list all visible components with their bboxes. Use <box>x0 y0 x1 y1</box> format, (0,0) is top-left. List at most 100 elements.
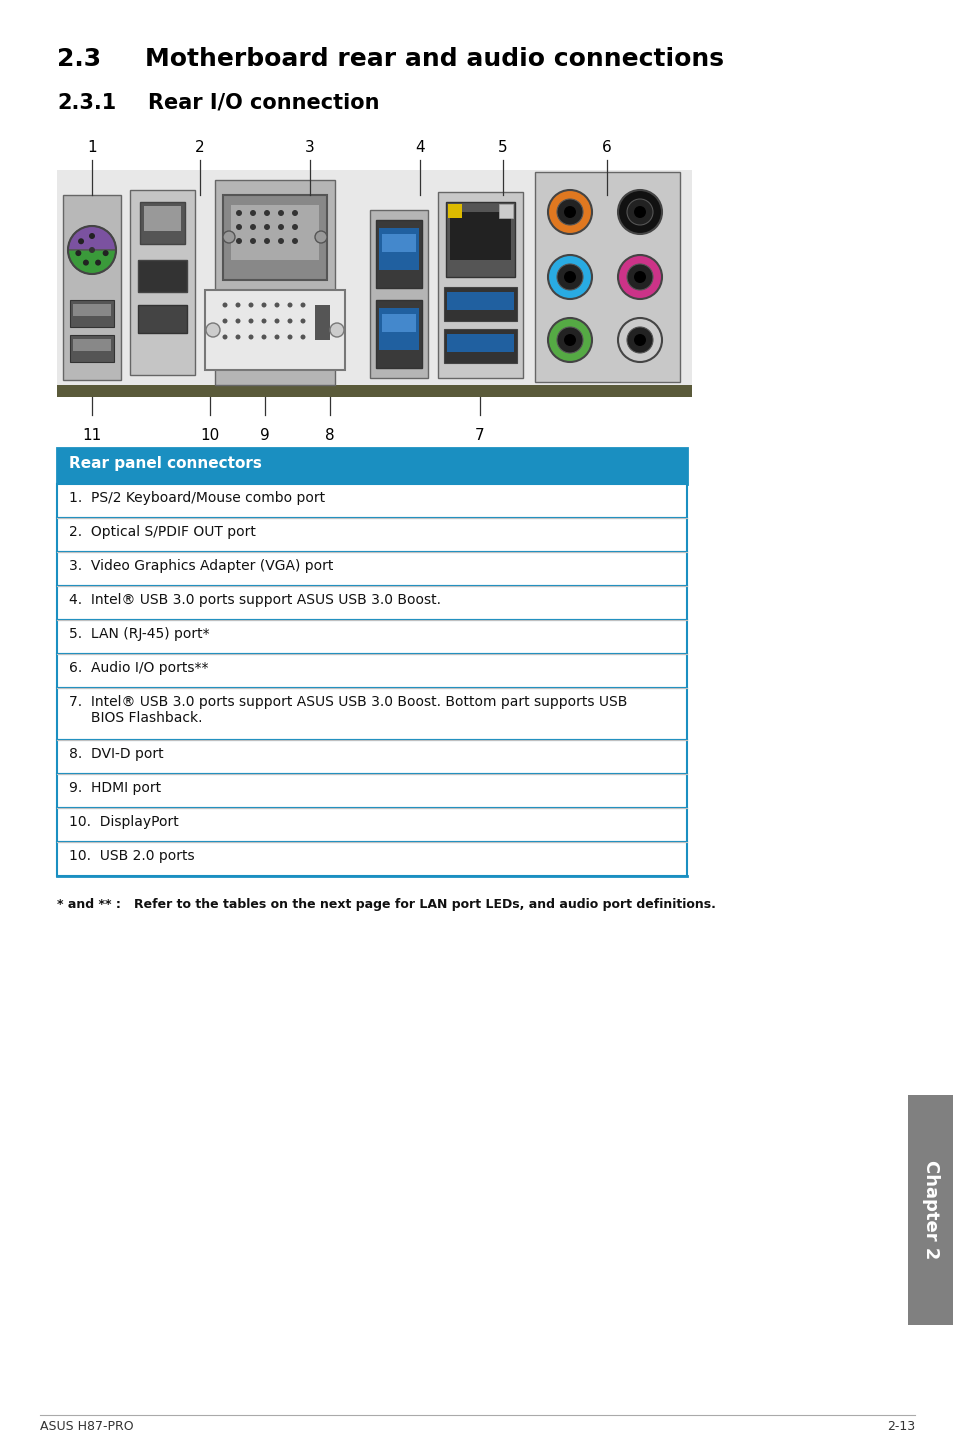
Text: Rear panel connectors: Rear panel connectors <box>69 456 262 472</box>
Bar <box>57 485 686 518</box>
Bar <box>447 334 514 352</box>
Circle shape <box>557 198 582 224</box>
Text: 5.  LAN (RJ-45) port*: 5. LAN (RJ-45) port* <box>69 627 210 641</box>
Text: Chapter 2: Chapter 2 <box>921 1160 939 1260</box>
Circle shape <box>292 239 297 244</box>
Circle shape <box>206 324 220 336</box>
Text: 2.  Optical S/PDIF OUT port: 2. Optical S/PDIF OUT port <box>69 525 255 539</box>
Bar <box>443 329 517 362</box>
Circle shape <box>274 335 279 339</box>
Bar <box>57 587 686 620</box>
Circle shape <box>264 239 270 244</box>
Circle shape <box>314 232 327 243</box>
Bar <box>907 1094 953 1324</box>
Circle shape <box>248 302 253 308</box>
Circle shape <box>222 302 227 308</box>
Text: 2.3.1: 2.3.1 <box>57 93 116 114</box>
Text: 9.  HDMI port: 9. HDMI port <box>69 781 161 795</box>
Bar <box>57 687 686 741</box>
Bar <box>57 843 686 876</box>
Circle shape <box>235 239 242 244</box>
Circle shape <box>618 318 661 362</box>
Circle shape <box>277 224 284 230</box>
Circle shape <box>292 224 297 230</box>
Bar <box>57 620 686 654</box>
Text: Motherboard rear and audio connections: Motherboard rear and audio connections <box>145 47 723 70</box>
Bar <box>446 201 515 278</box>
Circle shape <box>618 190 661 234</box>
Bar <box>450 211 511 260</box>
Bar <box>447 292 514 311</box>
Circle shape <box>563 270 576 283</box>
Circle shape <box>89 247 95 253</box>
Text: 4.  Intel® USB 3.0 ports support ASUS USB 3.0 Boost.: 4. Intel® USB 3.0 ports support ASUS USB… <box>69 592 440 607</box>
Bar <box>223 196 327 280</box>
Circle shape <box>274 302 279 308</box>
Bar <box>57 741 686 774</box>
Circle shape <box>75 250 81 256</box>
Circle shape <box>235 210 242 216</box>
Bar <box>73 303 111 316</box>
Circle shape <box>261 302 266 308</box>
Text: 10.  DisplayPort: 10. DisplayPort <box>69 815 178 828</box>
Circle shape <box>547 255 592 299</box>
Circle shape <box>292 210 297 216</box>
Text: 8: 8 <box>325 429 335 443</box>
Bar <box>205 290 345 370</box>
Bar <box>370 210 428 378</box>
Text: 2: 2 <box>195 139 205 155</box>
Text: 4: 4 <box>415 139 424 155</box>
Bar <box>381 313 416 332</box>
Circle shape <box>250 239 255 244</box>
Circle shape <box>634 206 645 219</box>
Circle shape <box>274 318 279 324</box>
Text: * and ** :   Refer to the tables on the next page for LAN port LEDs, and audio p: * and ** : Refer to the tables on the ne… <box>57 897 715 912</box>
Text: 7: 7 <box>475 429 484 443</box>
Circle shape <box>618 255 661 299</box>
Circle shape <box>248 335 253 339</box>
Text: 6.  Audio I/O ports**: 6. Audio I/O ports** <box>69 661 209 674</box>
Text: 2.3: 2.3 <box>57 47 101 70</box>
Circle shape <box>222 335 227 339</box>
Bar <box>381 234 416 252</box>
Circle shape <box>626 326 652 352</box>
Circle shape <box>287 335 293 339</box>
Text: 1.  PS/2 Keyboard/Mouse combo port: 1. PS/2 Keyboard/Mouse combo port <box>69 490 325 505</box>
Circle shape <box>287 318 293 324</box>
Bar <box>231 206 318 260</box>
Bar <box>448 204 461 219</box>
Bar <box>144 206 181 232</box>
Circle shape <box>235 335 240 339</box>
Text: 3.  Video Graphics Adapter (VGA) port: 3. Video Graphics Adapter (VGA) port <box>69 559 333 572</box>
Bar <box>57 654 686 687</box>
Bar <box>57 385 691 397</box>
Circle shape <box>277 239 284 244</box>
Circle shape <box>547 190 592 234</box>
Circle shape <box>250 210 255 216</box>
Circle shape <box>89 233 95 239</box>
Text: 6: 6 <box>601 139 611 155</box>
Text: 2-13: 2-13 <box>886 1419 914 1434</box>
Circle shape <box>95 260 101 266</box>
Bar <box>378 229 418 270</box>
Bar <box>57 170 691 387</box>
Bar <box>73 339 111 351</box>
Bar <box>57 774 686 808</box>
Bar <box>375 301 421 368</box>
Circle shape <box>78 239 84 244</box>
Text: 10.  USB 2.0 ports: 10. USB 2.0 ports <box>69 848 194 863</box>
Text: 5: 5 <box>497 139 507 155</box>
Bar <box>70 335 113 362</box>
Bar <box>140 201 185 244</box>
Circle shape <box>300 302 305 308</box>
Bar <box>138 305 187 334</box>
Text: Rear I/O connection: Rear I/O connection <box>148 93 379 114</box>
Circle shape <box>83 260 89 266</box>
Text: 11: 11 <box>82 429 102 443</box>
Bar <box>535 173 679 383</box>
Text: 1: 1 <box>87 139 96 155</box>
Bar <box>57 552 686 587</box>
Circle shape <box>235 318 240 324</box>
Wedge shape <box>68 250 116 275</box>
Bar <box>498 204 513 219</box>
